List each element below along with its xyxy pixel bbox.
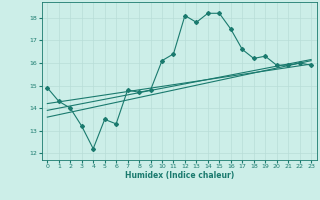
X-axis label: Humidex (Indice chaleur): Humidex (Indice chaleur) [124,171,234,180]
